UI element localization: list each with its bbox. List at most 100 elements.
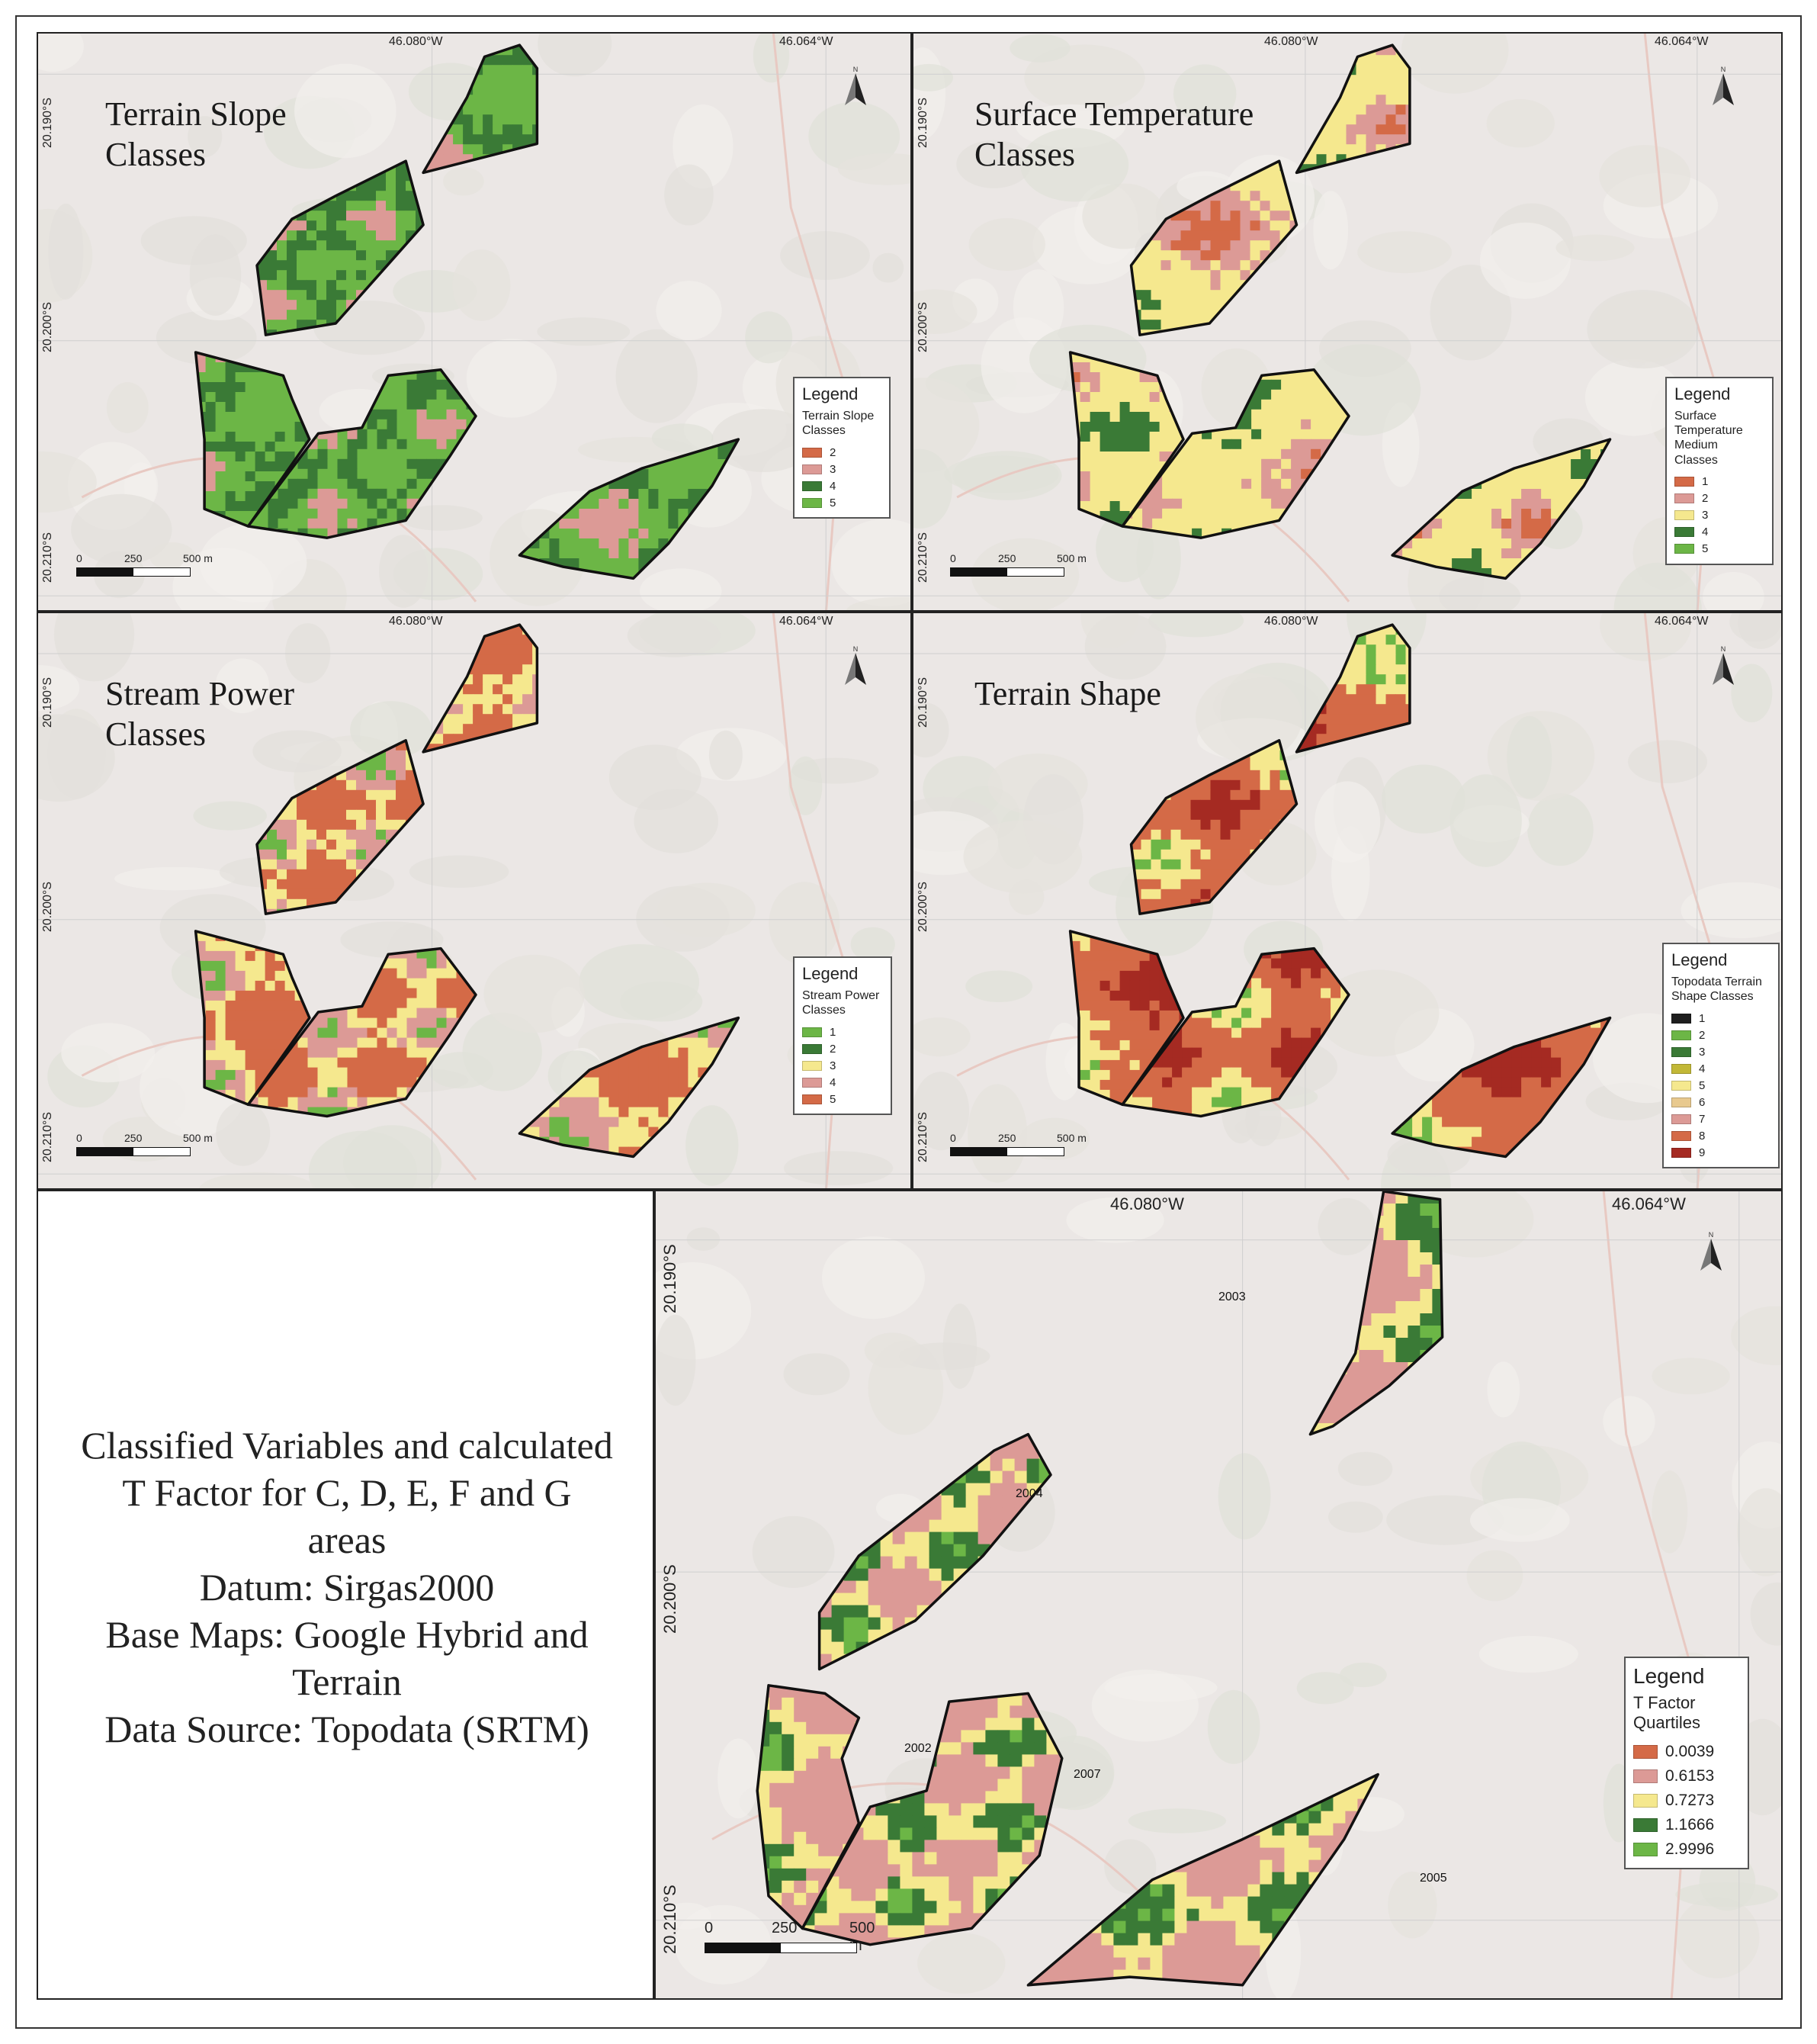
raster-cell (1240, 250, 1250, 261)
raster-cell (337, 478, 348, 490)
raster-cell (1202, 508, 1212, 519)
raster-cell (1240, 240, 1250, 251)
raster-cell (245, 481, 256, 492)
raster-cell (436, 419, 447, 430)
lon-label: 46.080°W (389, 615, 443, 628)
raster-cell (317, 1047, 328, 1059)
raster-cell (1482, 499, 1492, 509)
raster-cell (1491, 558, 1502, 569)
raster-cell (215, 1010, 226, 1021)
raster-cell (377, 1027, 387, 1039)
legend-item: 5 (1674, 541, 1764, 558)
raster-cell (1366, 664, 1376, 675)
map-panel-stream-power[interactable]: Stream Power Classes 46.080°W 46.064°W 2… (37, 612, 912, 1190)
map-panel-surface-temperature[interactable]: Surface Temperature Classes 46.080°W 46.… (912, 32, 1783, 612)
raster-cell (357, 468, 368, 480)
raster-cell (327, 439, 338, 450)
scale-label: 500 m (183, 552, 213, 564)
map-panel-terrain-slope[interactable]: Terrain Slope Classes 46.080°W 46.064°W … (37, 32, 912, 612)
raster-cell (245, 1000, 256, 1011)
raster-cell (678, 1057, 689, 1069)
raster-cell (297, 1037, 308, 1049)
raster-cell (346, 849, 357, 860)
raster-cell (337, 439, 348, 450)
raster-cell (589, 1117, 599, 1128)
raster-cell (1346, 124, 1356, 135)
raster-cell (1090, 471, 1101, 482)
raster-cell (1376, 85, 1386, 95)
raster-cell (648, 479, 659, 490)
raster-cell (1405, 714, 1410, 725)
raster-cell (396, 379, 407, 390)
raster-cell (307, 220, 317, 231)
raster-cell (532, 85, 538, 95)
raster-cell (1336, 134, 1347, 145)
raster-cell (416, 439, 427, 450)
raster-cell (366, 809, 377, 821)
raster-cell (1271, 419, 1282, 430)
raster-cell (502, 684, 513, 695)
field-2004-boundary (255, 739, 425, 915)
raster-cell (336, 849, 347, 860)
basemap-texture (968, 1084, 1028, 1183)
raster-cell (1182, 478, 1193, 490)
raster-cell (1356, 654, 1366, 665)
legend-label: 1 (1702, 475, 1709, 489)
raster-cell (366, 270, 377, 281)
raster-cell (1172, 478, 1183, 490)
raster-cell (1326, 724, 1337, 734)
raster-cell (502, 95, 513, 105)
raster-cell (1119, 392, 1131, 403)
raster-cell (1521, 479, 1532, 490)
raster-cell (1149, 432, 1161, 442)
raster-cell (1442, 509, 1453, 519)
raster-cell (1405, 95, 1410, 105)
raster-cell (1281, 468, 1292, 480)
raster-cell (336, 290, 347, 300)
raster-cell (274, 452, 286, 462)
raster-cell (347, 458, 358, 470)
raster-cell (396, 488, 407, 500)
raster-cell (377, 448, 387, 460)
basemap-texture (156, 310, 257, 365)
raster-cell (376, 770, 387, 781)
raster-cell (235, 452, 246, 462)
raster-cell (446, 998, 457, 1009)
raster-cell (618, 499, 629, 509)
raster-cell (1119, 412, 1131, 423)
legend-label: 5 (830, 1092, 836, 1106)
raster-cell (708, 1037, 718, 1049)
raster-cell (337, 1017, 348, 1029)
raster-cell (235, 970, 246, 982)
field-2002-boundary (194, 930, 311, 1107)
raster-cell (1190, 829, 1201, 840)
raster-cell (1220, 789, 1231, 801)
basemap-texture (1439, 575, 1521, 610)
raster-cell (599, 558, 609, 569)
raster-cell (1531, 509, 1542, 519)
raster-cell (1376, 124, 1386, 135)
raster-cell (366, 220, 377, 231)
raster-cell (1346, 694, 1356, 705)
raster-cell (628, 1107, 639, 1118)
raster-cell (1336, 114, 1347, 125)
raster-cell (549, 1126, 560, 1138)
raster-cell (648, 1107, 659, 1118)
raster-cell (347, 1097, 358, 1108)
raster-cell (1180, 849, 1191, 860)
raster-cell (493, 95, 503, 105)
raster-cell (297, 869, 307, 880)
raster-cell (1141, 250, 1151, 261)
raster-cell (326, 829, 337, 840)
raster-cell (1442, 548, 1453, 559)
raster-cell (678, 1077, 689, 1088)
raster-cell (284, 452, 296, 462)
map-panel-terrain-shape[interactable]: Terrain Shape 46.080°W 46.064°W 20.190°S… (912, 612, 1783, 1190)
raster-cell (599, 548, 609, 559)
raster-cell (1090, 382, 1101, 393)
raster-cell (316, 250, 327, 261)
raster-cell (346, 230, 357, 241)
raster-cell (1260, 240, 1270, 251)
raster-cell (205, 1000, 217, 1011)
raster-cell (396, 181, 406, 191)
